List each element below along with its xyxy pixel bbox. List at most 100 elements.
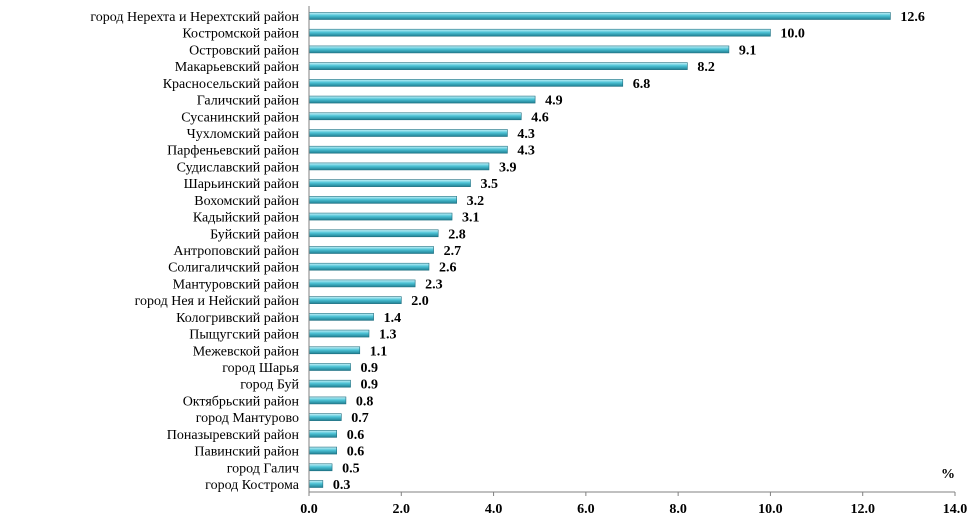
value-label: 0.6	[347, 428, 365, 443]
category-label: Пыщугский район	[189, 328, 299, 343]
value-label: 4.3	[517, 144, 535, 159]
bar	[308, 413, 342, 421]
value-label: 4.9	[545, 94, 563, 109]
value-label: 0.8	[356, 394, 374, 409]
bar	[308, 45, 730, 54]
category-label: Межевской район	[193, 344, 300, 359]
bar	[308, 112, 522, 121]
bar	[308, 363, 351, 371]
value-label: 1.3	[379, 328, 397, 343]
bar	[308, 346, 361, 355]
category-label: Кологривский район	[176, 311, 299, 326]
category-label: Галичский район	[197, 94, 300, 109]
x-tick-label: 10.0	[758, 502, 783, 517]
category-label: город Галич	[227, 461, 299, 476]
category-label: Судиславский район	[177, 160, 300, 175]
value-labels: 12.610.09.18.26.84.94.64.34.33.93.53.23.…	[333, 10, 925, 493]
value-label: 9.1	[739, 43, 757, 58]
x-tick-label: 14.0	[943, 502, 968, 517]
bar	[308, 296, 402, 304]
value-label: 0.6	[347, 445, 365, 460]
bar	[308, 396, 347, 405]
bar	[308, 480, 324, 488]
x-tick-label: 4.0	[485, 502, 503, 517]
value-label: 4.3	[517, 127, 535, 142]
category-label: город Кострома	[205, 478, 300, 493]
value-label: 1.1	[370, 344, 388, 359]
value-label: 0.9	[361, 361, 379, 376]
category-label: Шарьинский район	[184, 177, 300, 192]
value-label: 0.5	[342, 461, 360, 476]
category-labels: город Нерехта и Нерехтский район Костромс…	[90, 10, 299, 493]
category-label: город Нерехта и Нерехтский район	[90, 10, 299, 25]
bar	[308, 446, 337, 455]
bar	[308, 79, 624, 87]
x-tick-label: 12.0	[850, 502, 875, 517]
category-label: Кадыйский район	[193, 211, 300, 226]
category-label: Красносельский район	[163, 77, 300, 92]
bar	[308, 430, 337, 438]
category-label: Поназыревский район	[167, 428, 300, 443]
x-tick-labels: 0.0 2.0 4.0 6.0 8.0 10.0 12.0 14.0	[300, 492, 967, 517]
value-label: 3.5	[481, 177, 499, 192]
value-label: 3.1	[462, 211, 480, 226]
bar	[308, 246, 434, 254]
category-label: Костромской район	[182, 27, 299, 42]
unit-label: %	[941, 467, 955, 482]
bar	[308, 12, 891, 20]
x-tick-label: 6.0	[577, 502, 595, 517]
x-tick-label: 8.0	[669, 502, 687, 517]
category-label: Островский район	[189, 43, 299, 58]
x-tick-label: 2.0	[393, 502, 411, 517]
value-label: 0.3	[333, 478, 351, 493]
category-label: город Нея и Нейский район	[135, 294, 300, 309]
bar	[308, 212, 453, 221]
value-label: 2.3	[425, 277, 443, 292]
bar	[308, 95, 536, 104]
value-label: 2.0	[411, 294, 429, 309]
category-label: Буйский район	[210, 227, 299, 242]
bar	[308, 262, 430, 271]
bar	[308, 162, 490, 171]
value-label: 10.0	[780, 27, 805, 42]
value-label: 2.6	[439, 261, 457, 276]
value-label: 8.2	[697, 60, 715, 75]
category-label: Антроповский район	[173, 244, 299, 259]
value-label: 0.7	[351, 411, 369, 426]
category-label: Вохомский район	[194, 194, 299, 209]
category-label: Мантуровский район	[173, 277, 300, 292]
category-label: город Шарья	[222, 361, 299, 376]
bar	[308, 62, 688, 70]
bar	[308, 463, 333, 472]
bar	[308, 229, 439, 238]
bar	[308, 379, 351, 388]
bar	[308, 313, 374, 321]
bar	[308, 28, 771, 37]
value-label: 3.9	[499, 160, 516, 175]
value-label: 0.9	[361, 378, 379, 393]
value-label: 2.7	[444, 244, 462, 259]
value-label: 3.2	[467, 194, 485, 209]
bar	[308, 179, 471, 187]
value-label: 1.4	[384, 311, 402, 326]
bar	[308, 129, 508, 137]
value-label: 2.8	[448, 227, 466, 242]
value-label: 4.6	[531, 110, 549, 125]
value-label: 6.8	[633, 77, 651, 92]
category-label: Сусанинский район	[181, 110, 299, 125]
value-label: 12.6	[900, 10, 925, 25]
bar	[308, 329, 370, 338]
category-label: Парфеньевский район	[167, 144, 299, 159]
category-label: Октябрьский район	[183, 394, 300, 409]
bar	[308, 279, 416, 288]
category-label: город Мантурово	[196, 411, 299, 426]
category-label: Павинский район	[194, 445, 299, 460]
category-label: Чухломский район	[187, 127, 300, 142]
category-label: Макарьевский район	[175, 60, 300, 75]
bar	[308, 145, 508, 154]
x-tick-label: 0.0	[300, 502, 318, 517]
category-label: город Буй	[240, 378, 299, 393]
bar	[308, 196, 457, 204]
